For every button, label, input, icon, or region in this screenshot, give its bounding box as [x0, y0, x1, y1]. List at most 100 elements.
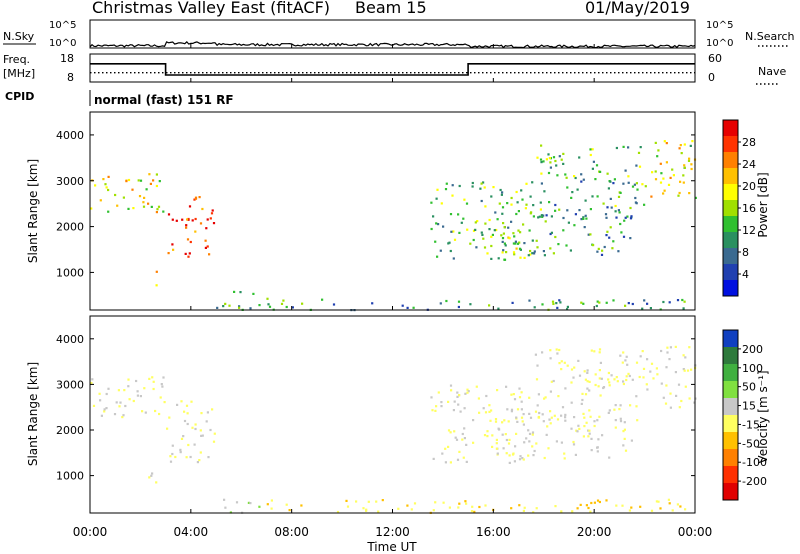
heatmap-cell [589, 148, 592, 151]
heatmap-cell [554, 159, 557, 163]
heatmap-cell [199, 429, 202, 432]
heatmap-cell [107, 210, 110, 213]
heatmap-cell [474, 228, 477, 231]
heatmap-cell [678, 191, 681, 195]
heatmap-cell [532, 454, 535, 457]
heatmap-cell [475, 246, 478, 249]
heatmap-cell [554, 203, 557, 207]
heatmap-cell [213, 432, 216, 435]
heatmap-cell [139, 179, 143, 182]
heatmap-cell [599, 394, 602, 397]
heatmap-cell [150, 205, 153, 208]
heatmap-cell [564, 416, 567, 419]
heatmap-cell [528, 229, 531, 232]
heatmap-cell [211, 209, 214, 212]
heatmap-cell [566, 308, 569, 311]
heatmap-cell [626, 215, 629, 218]
heatmap-cell [118, 405, 121, 408]
heatmap-cell [585, 217, 588, 220]
heatmap-cell [645, 383, 648, 386]
heatmap-cell [677, 194, 680, 197]
heatmap-cell [346, 505, 350, 508]
heatmap-cell [641, 307, 644, 310]
heatmap-cell [506, 202, 509, 205]
heatmap-cell [519, 256, 522, 259]
heatmap-cell [688, 157, 691, 160]
heatmap-cell [166, 427, 169, 430]
heatmap-cell [635, 395, 638, 398]
heatmap-cell [431, 409, 434, 412]
heatmap-cell [185, 226, 188, 229]
heatmap-cell [535, 507, 538, 510]
heatmap-cell [660, 172, 663, 175]
heatmap-cell [476, 220, 479, 223]
heatmap-cell [598, 301, 601, 304]
heatmap-cell [531, 433, 534, 436]
heatmap-cell [457, 300, 461, 303]
power-colorbar-segment [723, 248, 738, 265]
heatmap-cell [679, 180, 682, 183]
heatmap-cell [523, 242, 526, 245]
heatmap-cell [650, 195, 653, 198]
heatmap-cell [669, 406, 672, 409]
velocity-yticks: 1000 2000 3000 4000 [56, 333, 695, 483]
heatmap-cell [528, 412, 531, 415]
x-axis: 00:00 04:00 08:00 12:00 16:00 20:00 00:00 Time… [73, 44, 712, 554]
heatmap-cell [113, 413, 117, 416]
heatmap-cell [504, 433, 507, 436]
heatmap-cell [535, 239, 538, 242]
freq-panel: Freq. [MHz] 18 8 60 0 Nave [3, 52, 786, 85]
heatmap-cell [194, 217, 197, 221]
heatmap-cell [285, 503, 288, 506]
heatmap-cell [565, 176, 568, 179]
heatmap-cell [103, 410, 106, 413]
heatmap-cell [530, 211, 533, 214]
velocity-panel: 1000 2000 3000 4000 Slant Range [km] 200 100… [26, 315, 770, 514]
heatmap-cell [549, 410, 552, 413]
heatmap-cell [572, 376, 575, 379]
heatmap-cell [533, 306, 536, 309]
heatmap-cell [616, 380, 619, 383]
heatmap-cell [562, 216, 565, 220]
heatmap-cell [148, 476, 151, 479]
heatmap-cell [556, 174, 559, 177]
heatmap-cell [505, 251, 508, 254]
heatmap-cell [163, 401, 166, 404]
heatmap-cell [471, 181, 474, 185]
heatmap-cell [552, 302, 555, 305]
cpid-value: normal (fast) 151 RF [94, 93, 234, 107]
heatmap-cell [643, 299, 646, 302]
heatmap-cell [185, 456, 188, 459]
heatmap-cell [176, 403, 179, 406]
heatmap-cell [506, 408, 509, 411]
heatmap-cell [549, 232, 552, 236]
heatmap-cell [614, 426, 617, 429]
heatmap-cell [507, 226, 510, 229]
heatmap-cell [624, 216, 627, 219]
x-axis-label: Time UT [366, 540, 417, 554]
heatmap-cell [676, 299, 680, 302]
heatmap-cell [605, 234, 608, 237]
heatmap-cell [191, 426, 194, 429]
heatmap-cell [199, 222, 203, 225]
heatmap-cell [470, 510, 474, 513]
heatmap-cell [577, 359, 580, 362]
heatmap-cell [206, 218, 209, 221]
heatmap-cell [209, 217, 212, 220]
heatmap-cell [534, 353, 537, 356]
heatmap-cell [643, 203, 646, 206]
heatmap-cell [571, 191, 574, 194]
heatmap-cell [158, 180, 161, 183]
heatmap-cell [633, 183, 636, 186]
heatmap-cell [614, 419, 617, 422]
power-ytick-label: 1000 [56, 266, 84, 279]
heatmap-cell [413, 502, 417, 505]
heatmap-cell [449, 213, 453, 216]
heatmap-cell [607, 187, 610, 190]
heatmap-cell [186, 412, 189, 415]
heatmap-cell [588, 429, 591, 432]
heatmap-cell [440, 202, 443, 205]
heatmap-cell [458, 450, 461, 453]
heatmap-cell [589, 415, 592, 418]
heatmap-cell [136, 390, 139, 393]
